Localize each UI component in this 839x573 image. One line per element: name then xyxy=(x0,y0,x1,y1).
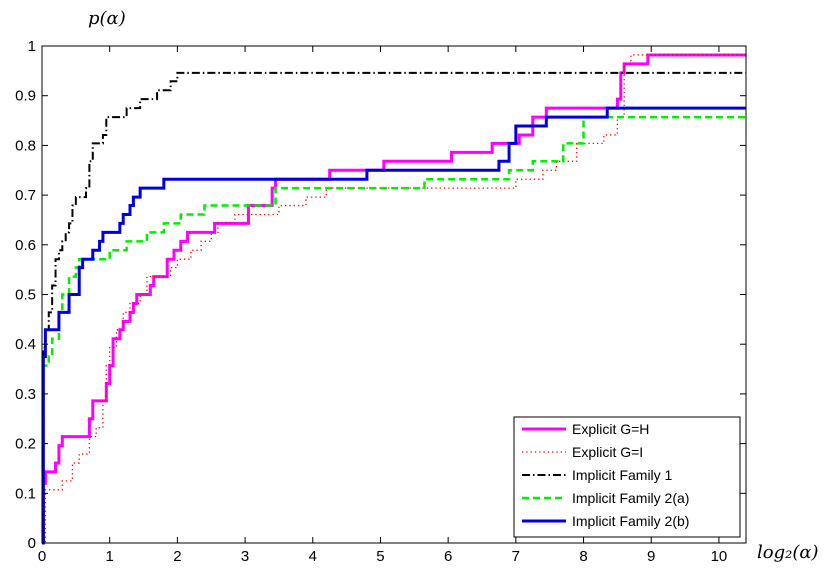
series-line-3 xyxy=(42,71,746,544)
y-tick-label: 0.3 xyxy=(15,386,36,403)
y-tick-label: 0 xyxy=(28,535,36,552)
y-tick-label: 0.7 xyxy=(15,187,36,204)
x-tick-label: 1 xyxy=(106,548,114,565)
y-tick-label: 0.6 xyxy=(15,237,36,254)
x-tick-label: 7 xyxy=(512,548,520,565)
legend-label-5: Implicit Family 2(b) xyxy=(572,513,689,529)
legend-label-4: Implicit Family 2(a) xyxy=(572,490,689,506)
ticks-layer: 0 1 2 3 4 5 6 7 8 9 10 0 0.1 0.2 0.3 0.4 0.5 0.6 0.7 0.8 0.9… xyxy=(15,38,746,565)
x-tick-label: 4 xyxy=(309,548,317,565)
y-tick-label: 0.4 xyxy=(15,336,36,353)
y-tick-label: 0.5 xyxy=(15,287,36,304)
x-tick-label: 3 xyxy=(241,548,249,565)
legend-label-2: Explicit G=I xyxy=(572,444,643,460)
series-line-4 xyxy=(42,115,746,545)
x-tick-label: 9 xyxy=(647,548,655,565)
x-tick-label: 6 xyxy=(444,548,452,565)
series-line-1 xyxy=(41,53,746,545)
legend-label-3: Implicit Family 1 xyxy=(572,467,673,483)
x-tick-label: 5 xyxy=(376,548,384,565)
series-line-2 xyxy=(42,54,746,544)
y-tick-label: 0.8 xyxy=(15,137,36,154)
y-tick-label: 0.9 xyxy=(15,88,36,105)
legend-label-1: Explicit G=H xyxy=(572,421,649,437)
x-tick-label: 8 xyxy=(579,548,587,565)
x-tick-label: 10 xyxy=(711,548,728,565)
y-tick-label: 0.1 xyxy=(15,485,36,502)
series-line-5 xyxy=(41,106,746,545)
x-tick-label: 2 xyxy=(173,548,181,565)
series-layer xyxy=(41,53,746,545)
legend: Explicit G=H Explicit G=I Implicit Family … xyxy=(513,416,741,538)
y-tick-label: 1 xyxy=(28,38,36,55)
x-tick-label: 0 xyxy=(38,548,46,565)
y-tick-label: 0.2 xyxy=(15,436,36,453)
x-axis-label: log₂(α) xyxy=(757,542,819,563)
y-axis-label: p(α) xyxy=(88,8,126,29)
legend-box xyxy=(513,416,741,538)
